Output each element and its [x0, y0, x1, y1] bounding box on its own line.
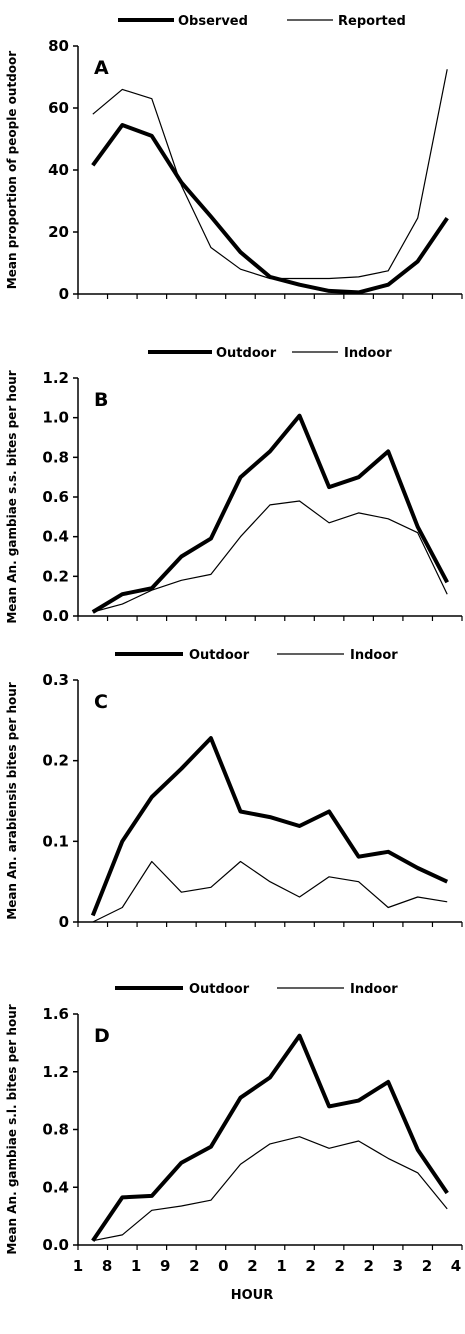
series-line-outdoor: [90, 736, 449, 917]
y-tick-label: 20: [48, 223, 69, 241]
legend-label: Indoor: [344, 346, 392, 361]
legend-label: Outdoor: [189, 982, 250, 997]
panel-label: A: [94, 57, 109, 79]
series-line-outdoor: [91, 1033, 449, 1242]
y-tick-label: 80: [48, 37, 69, 55]
chart-panel-B: 0.0 0.2 0.4 0.6 0.8 1.0 1.2 Mean An. gambiae s.…: [5, 346, 463, 625]
panel-label: D: [94, 1025, 110, 1047]
chart-panel-D: 0.0 0.4 0.8 1.2 1.6 Mean An. gambiae s.l. bit…: [5, 982, 463, 1303]
y-tick-label: 0.2: [42, 752, 69, 770]
x-tick-label: 2: [189, 1257, 199, 1275]
x-tick-label: 3: [393, 1257, 403, 1275]
x-tick-label: 8: [102, 1257, 112, 1275]
x-tick-label: 2: [334, 1257, 344, 1275]
panel-label: B: [94, 389, 108, 411]
x-axis-title: HOUR: [231, 1288, 274, 1303]
chart-panel-C: 0 0.1 0.2 0.3 Mean An. arabiensis bites per …: [5, 648, 463, 931]
legend-label: Outdoor: [189, 648, 250, 663]
y-tick-label: 1.2: [42, 369, 69, 387]
x-tick-label: 1: [73, 1257, 83, 1275]
legend-label: Observed: [178, 14, 248, 29]
panel-label: C: [94, 691, 108, 713]
y-tick-label: 1.6: [42, 1005, 69, 1023]
y-tick-label: 0.8: [42, 448, 69, 466]
y-tick-label: 60: [48, 99, 69, 117]
series-line-outdoor: [91, 413, 449, 614]
y-tick-label: 0.0: [42, 607, 69, 625]
y-tick-label: 0: [59, 285, 69, 303]
y-tick-label: 0.8: [42, 1121, 69, 1139]
legend-label: Indoor: [350, 648, 398, 663]
y-tick-label: 0: [59, 913, 69, 931]
chart-panel-A: 0 20 40 60 80 Mean proportion of people outdo…: [5, 14, 463, 303]
y-tick-label: 0.1: [42, 832, 69, 850]
x-tick-label: 2: [247, 1257, 257, 1275]
series-line-reported: [92, 69, 448, 280]
x-tick-label: 2: [422, 1257, 432, 1275]
legend-label: Outdoor: [216, 346, 277, 361]
series-line-indoor: [92, 860, 448, 923]
series-line-indoor: [92, 1136, 448, 1242]
y-axis-title: Mean An. arabiensis bites per hour: [5, 682, 19, 920]
x-tick-label: 1: [276, 1257, 286, 1275]
y-tick-label: 0.4: [42, 1178, 69, 1196]
y-tick-label: 40: [48, 161, 69, 179]
x-tick-label: 2: [364, 1257, 374, 1275]
y-tick-label: 0.2: [42, 567, 69, 585]
y-tick-label: 0.0: [42, 1236, 69, 1254]
y-tick-label: 0.4: [42, 528, 69, 546]
x-tick-label: 9: [160, 1257, 170, 1275]
series-line-observed: [91, 123, 449, 295]
y-tick-label: 1.2: [42, 1063, 69, 1081]
y-tick-label: 0.6: [42, 488, 69, 506]
y-tick-label: 0.3: [42, 671, 69, 689]
y-axis-title: Mean An. gambiae s.l. bites per hour: [5, 1004, 19, 1254]
legend-label: Reported: [338, 14, 406, 29]
x-tick-label: 0: [218, 1257, 228, 1275]
y-axis-title: Mean proportion of people outdoor: [5, 51, 19, 289]
x-tick-label: 4: [451, 1257, 461, 1275]
y-axis-title: Mean An. gambiae s.s. bites per hour: [5, 370, 19, 623]
x-tick-label: 1: [131, 1257, 141, 1275]
series-line-indoor: [92, 500, 448, 613]
y-tick-label: 1.0: [42, 409, 69, 427]
x-tick-label: 2: [305, 1257, 315, 1275]
legend-label: Indoor: [350, 982, 398, 997]
